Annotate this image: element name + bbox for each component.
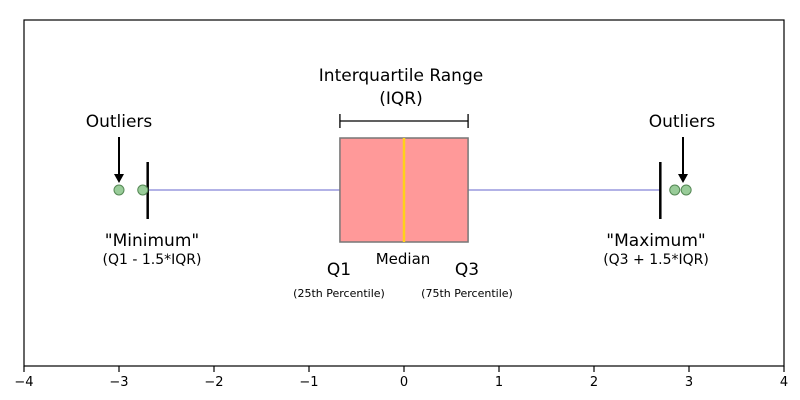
outlier-point [137, 184, 149, 196]
q1-sublabel: (25th Percentile) [293, 287, 385, 300]
x-tick-label: −4 [14, 375, 33, 390]
iqr-subtitle: (IQR) [379, 89, 422, 109]
q1-label: Q1 [327, 260, 351, 280]
maximum-label: "Maximum" [606, 231, 705, 251]
x-tick-label: 3 [685, 375, 693, 390]
q3-label: Q3 [455, 260, 479, 280]
x-tick-label: 0 [400, 375, 408, 390]
minimum-formula: (Q1 - 1.5*IQR) [103, 252, 202, 268]
outlier-point [113, 184, 125, 196]
outlier-point [680, 184, 692, 196]
arrow-head [114, 174, 124, 183]
iqr-bracket [339, 114, 469, 128]
outlier-arrows [114, 137, 688, 183]
maximum-formula: (Q3 + 1.5*IQR) [603, 252, 709, 268]
q3-sublabel: (75th Percentile) [421, 287, 513, 300]
iqr-title: Interquartile Range [319, 66, 483, 86]
outliers-right-label: Outliers [649, 112, 716, 132]
x-tick-label: −3 [109, 375, 128, 390]
arrow-head [678, 174, 688, 183]
x-tick-label: 4 [780, 375, 788, 390]
minimum-label: "Minimum" [105, 231, 199, 251]
x-tick-label: −2 [204, 375, 223, 390]
x-tick-label: −1 [299, 375, 318, 390]
x-tick-label: 1 [495, 375, 503, 390]
outlier-point [669, 184, 681, 196]
outliers-left-label: Outliers [86, 112, 153, 132]
x-tick-label: 2 [590, 375, 598, 390]
median-label: Median [376, 250, 431, 268]
x-axis: −4 −3 −2 −1 0 1 2 3 4 [14, 366, 788, 390]
outlier-points [113, 184, 692, 196]
